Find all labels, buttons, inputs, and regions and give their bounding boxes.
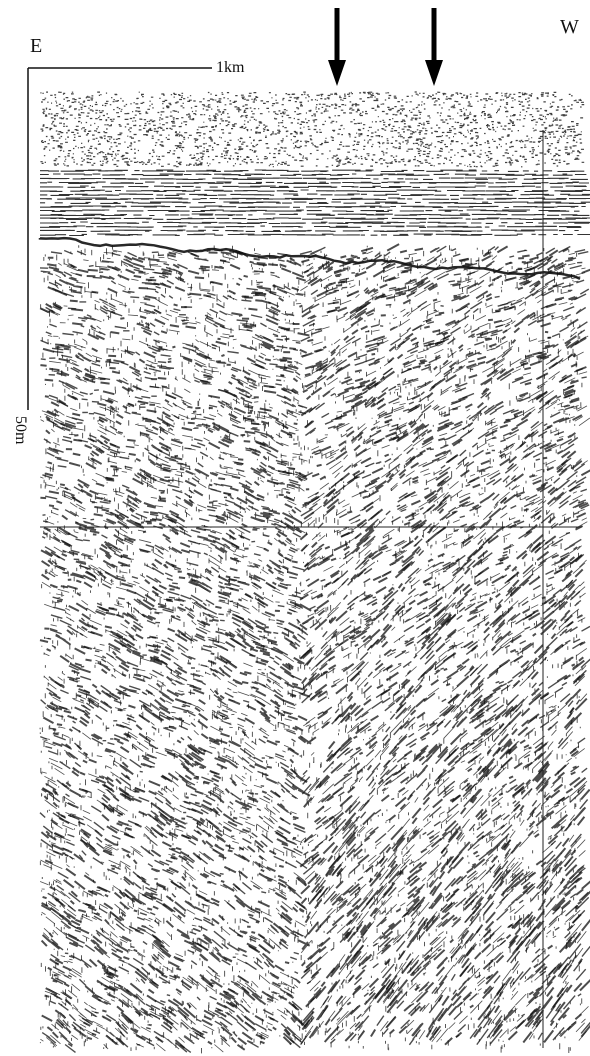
- horizontal-scale-label: 1km: [216, 59, 245, 76]
- east-label: E: [30, 35, 42, 57]
- west-label: W: [560, 16, 579, 38]
- seismic-profile-figure: E W 1km 50m: [0, 0, 590, 1056]
- vertical-scale-label: 50m: [12, 416, 29, 445]
- page: {"labels": {"east": "E", "west": "W", "h…: [0, 0, 590, 1056]
